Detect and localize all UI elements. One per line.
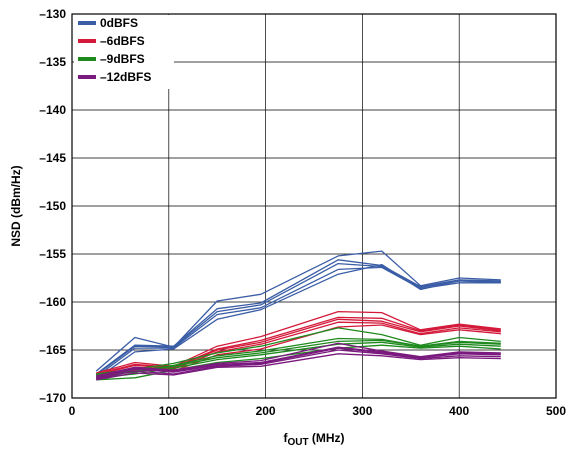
plot-frame: [71, 13, 557, 399]
y-tick-label: –160: [39, 295, 66, 309]
x-tick-label: 200: [256, 404, 276, 418]
series-line: [96, 349, 501, 380]
y-tick-label: –140: [39, 103, 66, 117]
x-tick-label: 400: [449, 404, 469, 418]
x-tick-label: 100: [159, 404, 179, 418]
x-tick-labels: 0 100 200 300 400 500: [69, 404, 567, 418]
y-tick-label: –135: [39, 55, 66, 69]
series-line: [95, 250, 501, 372]
y-tick-label: –145: [39, 151, 66, 165]
x-axis-title-main: f: [283, 431, 288, 445]
legend-label: –6dBFS: [100, 34, 145, 48]
y-tick-label: –155: [39, 247, 66, 261]
y-tick-label: –130: [39, 7, 66, 21]
y-axis-title: NSD (dBm/Hz): [9, 165, 23, 246]
series-line: [96, 346, 501, 378]
legend-label: –9dBFS: [100, 52, 145, 66]
y-tick-label: –170: [39, 391, 66, 405]
x-axis-title: fOUT (MHz): [283, 431, 344, 448]
series-0: [95, 250, 501, 380]
series-line: [96, 342, 501, 377]
series-line: [95, 263, 501, 380]
legend-label: 0dBFS: [100, 16, 138, 30]
series-layer: [95, 250, 501, 381]
y-tick-label: –165: [39, 343, 66, 357]
x-tick-label: 500: [546, 404, 566, 418]
series-line: [95, 259, 501, 375]
legend: 0dBFS –6dBFS –9dBFS –12dBFS: [74, 15, 174, 89]
y-tick-label: –150: [39, 199, 66, 213]
y-tick-labels: –170 –165 –160 –155 –150 –145 –140 –135 –130: [39, 7, 66, 405]
x-axis-title-unit: (MHz): [309, 431, 345, 445]
legend-label: –12dBFS: [100, 70, 151, 84]
series-line: [96, 327, 501, 375]
x-tick-label: 300: [352, 404, 372, 418]
series-line: [96, 310, 501, 374]
x-tick-label: 0: [69, 404, 76, 418]
series-3: [96, 342, 501, 381]
x-axis-title-subscript: OUT: [287, 437, 308, 448]
series-line: [95, 262, 501, 376]
series-line: [96, 353, 501, 381]
